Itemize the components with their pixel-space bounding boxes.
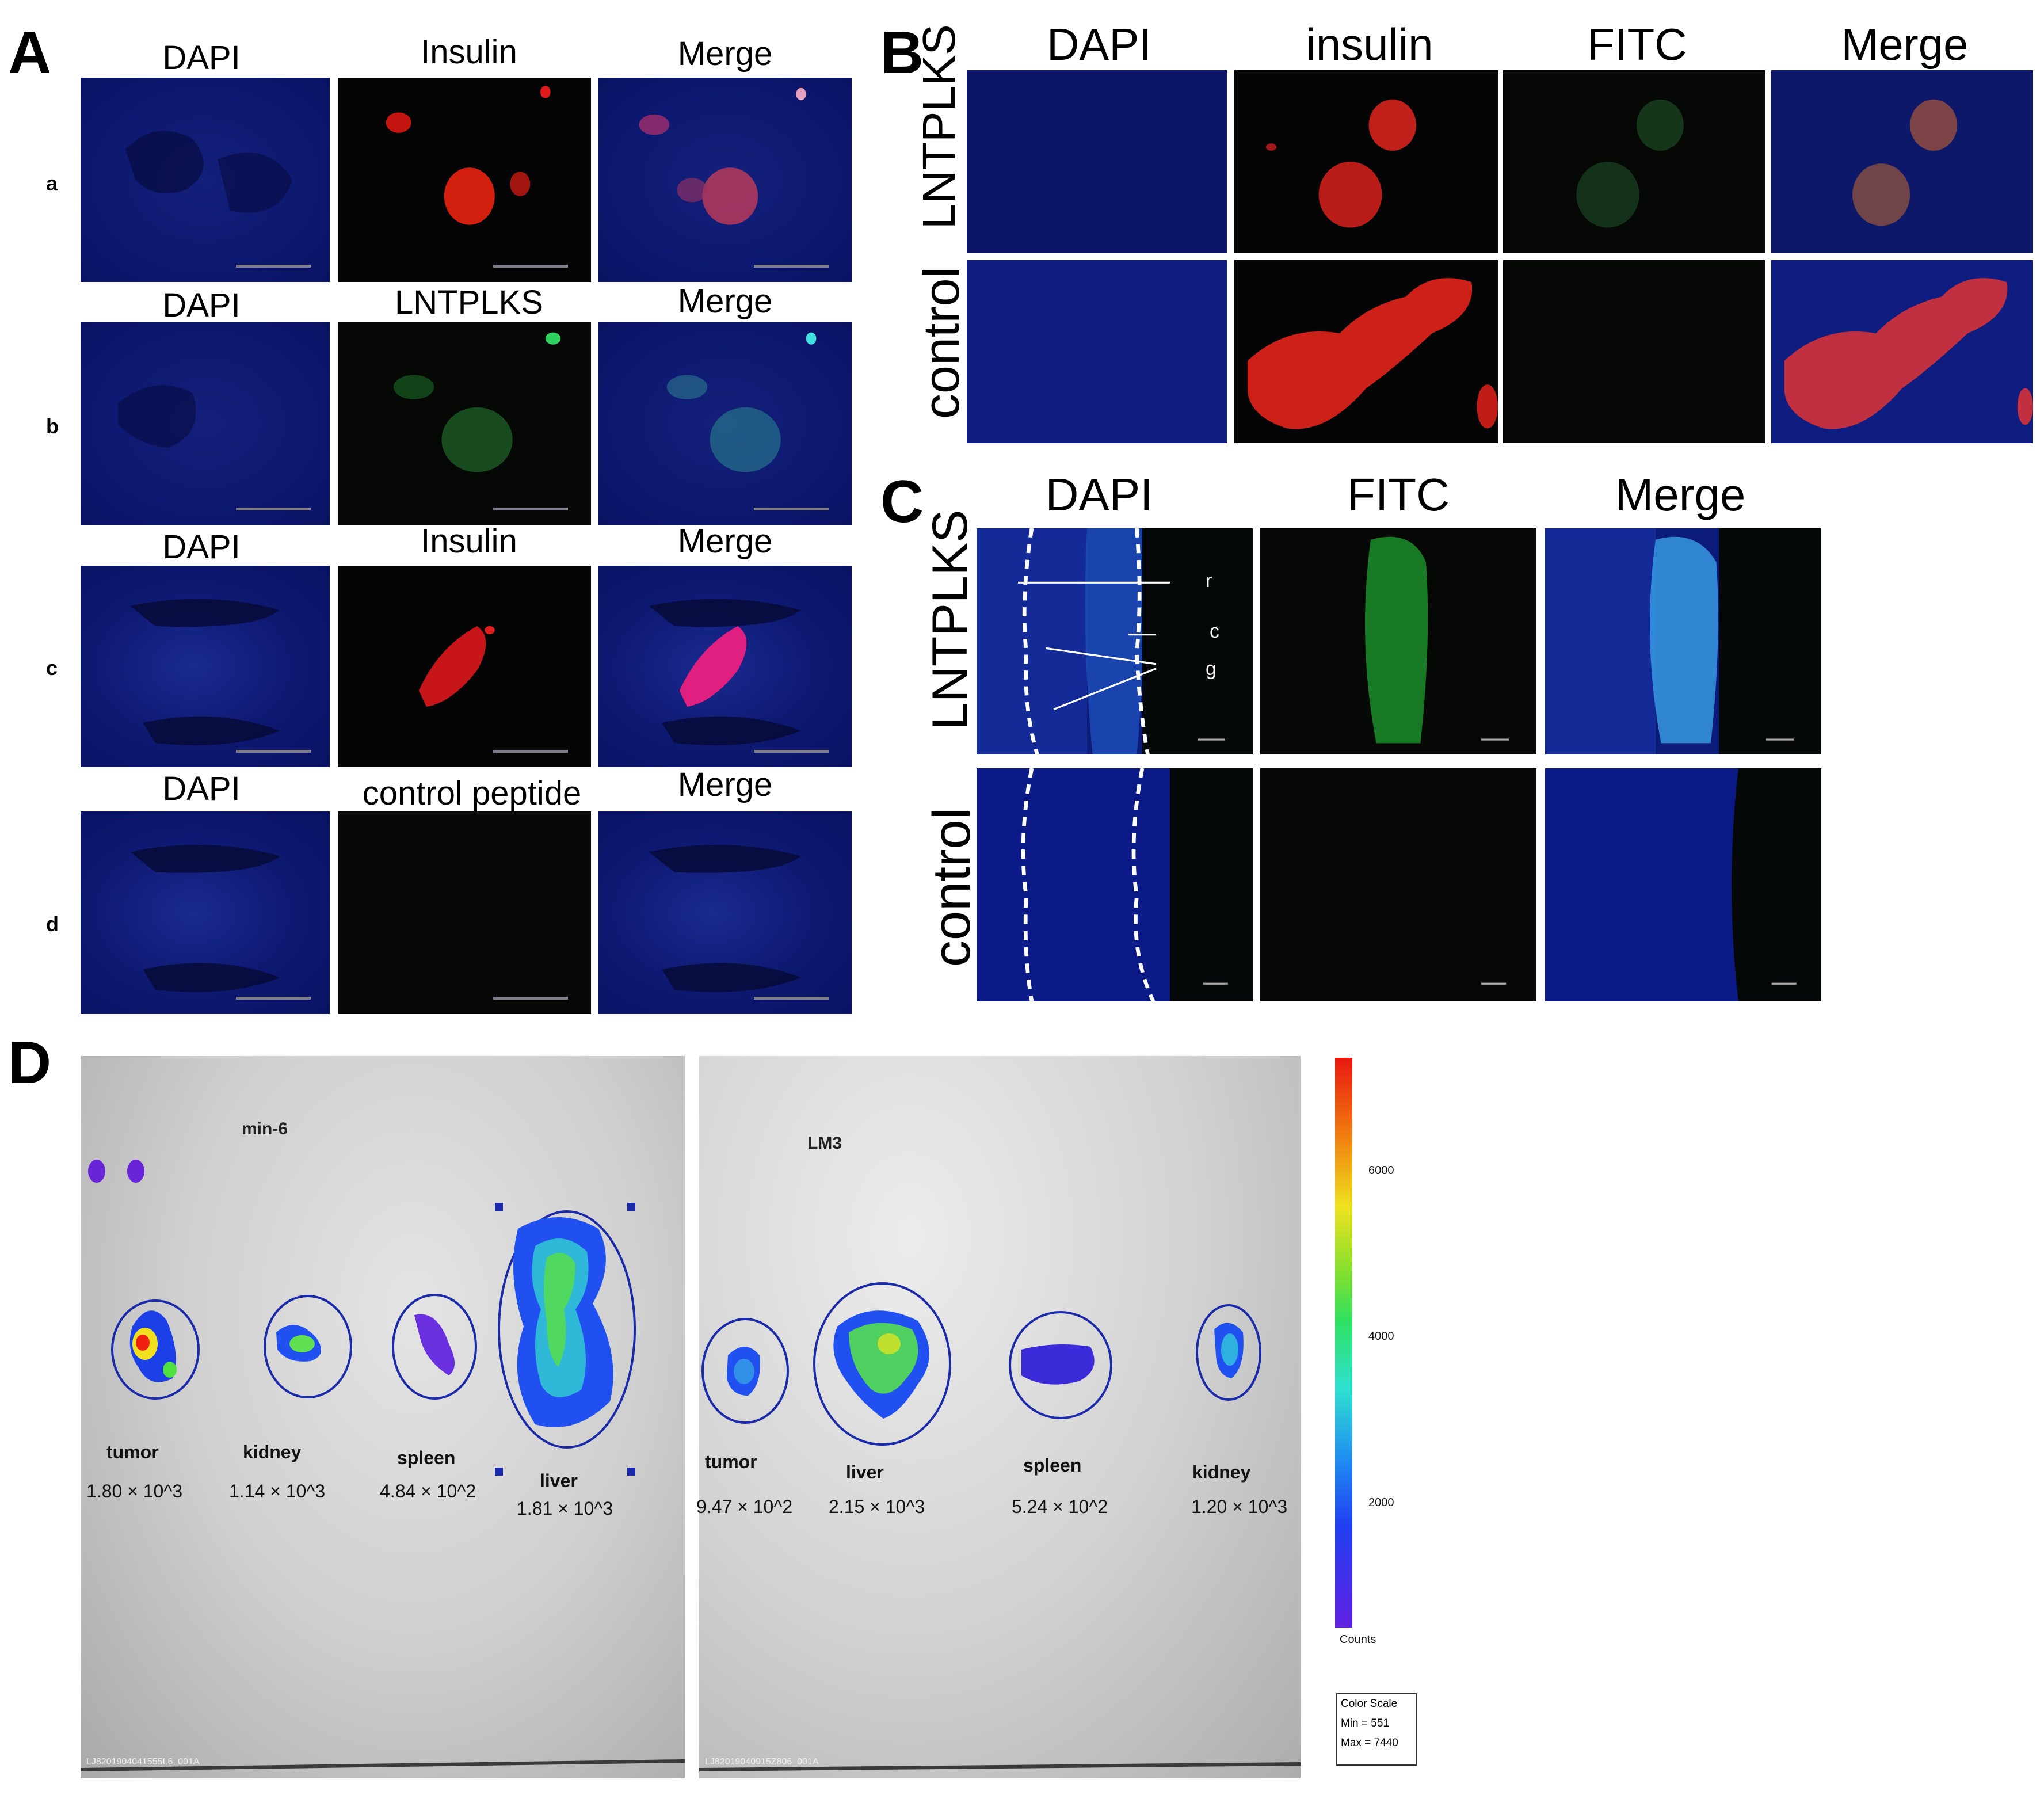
panel-d-colorbar-unit: Counts <box>1340 1633 1376 1646</box>
panel-b-row-label-control: control <box>913 266 970 419</box>
panel-c-col-fitc: FITC <box>1347 469 1450 520</box>
panel-a-control-peptide-d-image <box>338 811 591 1014</box>
panel-a-lntplks-b-image <box>338 322 591 525</box>
panel-d-right-title: LM3 <box>807 1134 842 1153</box>
panel-a-letter: A <box>8 20 52 86</box>
panel-d-left-organ-name-tumor: tumor <box>106 1442 159 1462</box>
panel-a-merge-c-image <box>598 566 852 767</box>
panel-d-legend-max: Max = 7440 <box>1341 1737 1398 1749</box>
panel-b-merge-lntplks-image <box>1771 70 2033 253</box>
panel-c-merge-lntplks-image <box>1545 528 1821 754</box>
panel-a-insulin-c-image <box>338 566 591 767</box>
panel-d-colorbar-tick-2000: 2000 <box>1368 1496 1394 1509</box>
panel-a-row-letter-a: a <box>46 172 58 195</box>
panel-d-left-organ-value-spleen: 4.84 × 10^2 <box>380 1481 476 1501</box>
panel-b-row-label-lntplks: LNTPLKS <box>913 24 964 229</box>
panel-a-dapi-d-image <box>81 811 330 1014</box>
panel-b-dapi-control-image <box>967 260 1227 443</box>
panel-d-left-organ-value-kidney: 1.14 × 10^3 <box>229 1481 326 1501</box>
panel-a-row-b-label-3: Merge <box>677 283 773 320</box>
panel-b-col-merge: Merge <box>1841 19 1969 70</box>
panel-c-letter: C <box>880 468 924 535</box>
panel-b-col-dapi: DAPI <box>1046 19 1152 70</box>
panel-d-right-organ-name-spleen: spleen <box>1023 1455 1082 1476</box>
panel-d-right-organ-value-kidney: 1.20 × 10^3 <box>1191 1496 1288 1517</box>
panel-a-row-letter-c: c <box>46 656 58 680</box>
panel-c-row-label-lntplks: LNTPLKS <box>922 509 978 730</box>
panel-c-col-dapi: DAPI <box>1045 469 1153 520</box>
panel-d-right-organ-value-liver: 2.15 × 10^3 <box>829 1496 925 1517</box>
panel-b-col-insulin: insulin <box>1306 19 1433 70</box>
panel-a-row-b-label-1: DAPI <box>162 287 241 324</box>
panel-a-row-c-label-1: DAPI <box>162 528 241 566</box>
panel-a-merge-b-image <box>598 322 852 525</box>
panel-a-row-c-label-3: Merge <box>677 523 773 560</box>
panel-a-row-c-label-2: Insulin <box>421 523 517 560</box>
panel-a-dapi-b-image <box>81 322 330 525</box>
panel-a-row-letter-d: d <box>46 912 59 936</box>
panel-c-annotation-r: r <box>1206 570 1212 592</box>
panel-c-dapi-lntplks-image: r c g <box>977 528 1253 754</box>
panel-d-right-organ-name-tumor: tumor <box>705 1451 757 1472</box>
panel-d-right-organ-value-tumor: 9.47 × 10^2 <box>696 1496 793 1517</box>
panel-a-row-d-label-1: DAPI <box>162 770 241 807</box>
panel-d-right-imaging-frame: LM3 LJ82019040915Z806_001A <box>699 1056 1301 1778</box>
panel-a-row-b-label-2: LNTPLKS <box>395 284 543 321</box>
panel-c-annotation-g: g <box>1206 658 1217 680</box>
panel-d-left-organ-value-tumor: 1.80 × 10^3 <box>86 1481 183 1501</box>
panel-b-insulin-lntplks-image <box>1234 70 1498 253</box>
panel-d-color-scale-legend: Color Scale Min = 551 Max = 7440 <box>1336 1693 1417 1766</box>
panel-d-right-organ-name-liver: liver <box>846 1462 884 1483</box>
panel-d-legend-min: Min = 551 <box>1341 1717 1389 1729</box>
panel-a-row-a-label-1: DAPI <box>162 39 241 77</box>
panel-a-dapi-a-image <box>81 78 330 282</box>
panel-d-legend-title: Color Scale <box>1341 1698 1398 1710</box>
panel-c-dapi-control-image <box>977 768 1253 1001</box>
panel-c-annotation-c: c <box>1210 620 1219 642</box>
panel-d-left-imaging-frame: min-6 LJ8201904041555L6_001A <box>81 1056 685 1778</box>
panel-b-col-fitc: FITC <box>1587 19 1687 70</box>
panel-b-fitc-control-image <box>1503 260 1765 443</box>
panel-a-row-d-label-3: Merge <box>677 766 773 803</box>
panel-b-insulin-control-image <box>1234 260 1498 443</box>
panel-d-right-file-id: LJ82019040915Z806_001A <box>705 1757 819 1767</box>
panel-a-row-d-label-2: control peptide <box>362 775 582 812</box>
panel-a-row-a-label-3: Merge <box>677 35 773 73</box>
panel-b-merge-control-image <box>1771 260 2033 443</box>
panel-a-row-a-label-2: Insulin <box>421 33 517 71</box>
panel-d-left-organ-name-kidney: kidney <box>243 1442 302 1462</box>
panel-d-colorbar-tick-4000: 4000 <box>1368 1330 1394 1343</box>
panel-c-row-label-control: control <box>922 807 981 967</box>
panel-c-col-merge: Merge <box>1615 469 1746 520</box>
panel-d-left-organ-name-liver: liver <box>540 1470 578 1491</box>
panel-c-fitc-lntplks-image <box>1260 528 1536 754</box>
panel-a-insulin-a-image <box>338 78 591 282</box>
panel-d-right-organ-name-kidney: kidney <box>1192 1462 1251 1483</box>
panel-a-dapi-c-image <box>81 566 330 767</box>
panel-d-right-organ-value-spleen: 5.24 × 10^2 <box>1012 1496 1108 1517</box>
panel-d-left-file-id: LJ8201904041555L6_001A <box>86 1757 200 1767</box>
panel-d-letter: D <box>8 1030 52 1096</box>
panel-c-fitc-control-image <box>1260 768 1536 1001</box>
panel-d-colorbar <box>1335 1058 1352 1628</box>
panel-b-letter: B <box>880 20 924 86</box>
panel-b-fitc-lntplks-image <box>1503 70 1765 253</box>
panel-c-merge-control-image <box>1545 768 1821 1001</box>
panel-a-merge-d-image <box>598 811 852 1014</box>
panel-d-colorbar-tick-6000: 6000 <box>1368 1164 1394 1177</box>
panel-d-left-title: min-6 <box>242 1119 288 1138</box>
panel-d-left-organ-name-spleen: spleen <box>397 1447 456 1468</box>
panel-a-row-letter-b: b <box>46 414 59 438</box>
panel-d-left-organ-value-liver: 1.81 × 10^3 <box>517 1498 613 1519</box>
panel-b-dapi-lntplks-image <box>967 70 1227 253</box>
panel-a-merge-a-image <box>598 78 852 282</box>
